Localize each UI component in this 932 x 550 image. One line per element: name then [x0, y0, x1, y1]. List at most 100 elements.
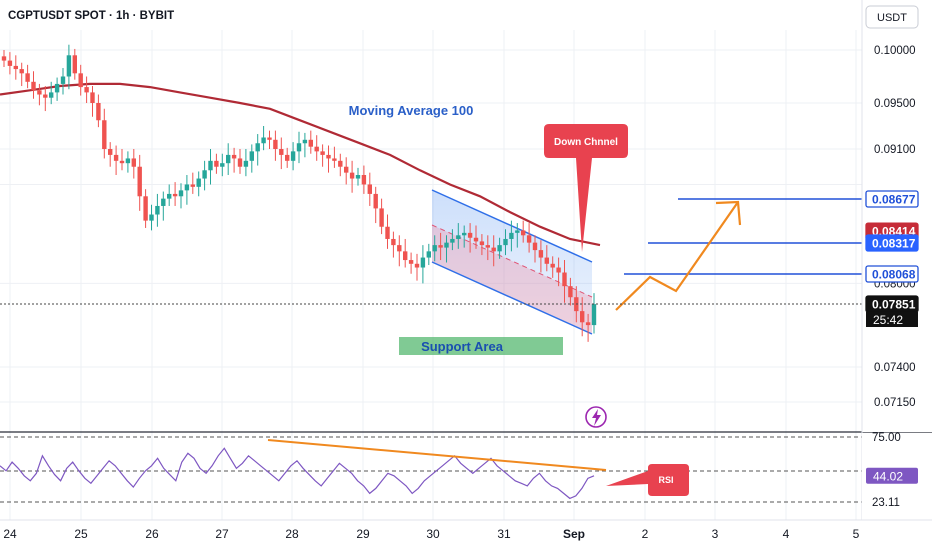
candle-body — [237, 158, 243, 167]
candle-body — [19, 69, 24, 74]
rsi-trendline — [267, 439, 607, 471]
candle-body — [190, 184, 195, 187]
candle-body — [285, 154, 290, 161]
candle-body — [450, 238, 455, 243]
price-tick-label: 0.07400 — [874, 362, 916, 374]
candle-body — [66, 55, 72, 77]
countdown-box — [866, 312, 918, 327]
price-tick-label: 0.07150 — [874, 397, 916, 409]
time-tick-label: 3 — [712, 527, 719, 541]
candle-body — [580, 311, 585, 323]
time-tick-label: 28 — [285, 527, 299, 541]
candle-body — [161, 198, 166, 206]
rsi-line — [0, 447, 595, 500]
candle-body — [515, 230, 520, 233]
rsi-callout-text: RSI — [658, 475, 673, 485]
candle-body — [479, 241, 485, 246]
candle-body — [155, 205, 160, 215]
candle-body — [521, 230, 526, 236]
price-label-box — [865, 190, 919, 208]
candle-body — [279, 149, 284, 155]
currency-button-label[interactable]: USDT — [877, 12, 907, 24]
candle-body — [550, 263, 555, 268]
candle-body — [125, 158, 131, 164]
candle-body — [261, 137, 266, 144]
candle-body — [408, 260, 414, 264]
candle-body — [338, 160, 343, 167]
price-tick-label: 0.10000 — [874, 45, 916, 57]
down-channel-lower-fill — [432, 225, 592, 334]
candle-body — [320, 151, 325, 155]
grid — [0, 30, 862, 520]
candle-body — [226, 154, 231, 164]
time-tick-label: 4 — [783, 527, 790, 541]
down-channel — [431, 189, 593, 335]
candle-body — [231, 154, 237, 159]
candle-body — [196, 178, 201, 187]
candle-body — [397, 245, 402, 252]
candle-body — [255, 143, 260, 152]
target-lines — [624, 198, 862, 275]
candle-body — [314, 146, 319, 152]
candle-body — [344, 166, 349, 173]
candle-body — [119, 160, 125, 164]
time-tick-label: 26 — [145, 527, 159, 541]
down-channel-callout: Down Chnnel — [544, 124, 628, 252]
candle-body — [25, 73, 30, 82]
down-channel-callout-text: Down Chnnel — [554, 137, 618, 148]
candle-body — [43, 94, 48, 98]
candle-body — [326, 154, 331, 159]
time-tick-label: 31 — [497, 527, 511, 541]
candle-body — [137, 166, 142, 197]
candle-body — [178, 190, 184, 197]
candle-body — [349, 172, 355, 179]
candle-body — [379, 208, 384, 227]
candle-body — [485, 245, 490, 248]
support-area-box — [399, 337, 563, 355]
candle-body — [473, 237, 479, 242]
candle-body — [414, 263, 420, 268]
moving-average-line — [0, 82, 601, 247]
price-label-text: 0.08068 — [872, 268, 916, 282]
candle-body — [391, 238, 396, 246]
candle-body — [462, 232, 467, 236]
candle-body — [60, 76, 66, 84]
candle-body — [456, 235, 461, 239]
candle-body — [296, 143, 302, 152]
candle-body — [202, 170, 207, 179]
projection-arrowhead — [715, 200, 742, 226]
candle-body — [591, 304, 597, 326]
candle-body — [172, 193, 178, 197]
candle-body — [562, 272, 567, 287]
candle-body — [544, 257, 549, 264]
time-tick-label: 29 — [356, 527, 370, 541]
candle-body — [249, 151, 254, 161]
candle-body — [361, 175, 367, 185]
rsi-level-label: 23.11 — [872, 497, 900, 509]
candle-body — [267, 137, 272, 140]
candle-body — [432, 245, 437, 252]
price-axis-bg — [862, 0, 932, 432]
candle-body — [526, 235, 532, 243]
down-channel-callout-bubble — [544, 124, 628, 252]
candle-body — [102, 120, 107, 149]
candle-body — [491, 247, 496, 252]
price-tick-label: 0.09500 — [874, 98, 916, 110]
time-axis[interactable]: 24 25 26 27 28 29 30 31 Sep 2 3 4 5 — [0, 519, 932, 550]
lightning-icon[interactable] — [585, 406, 607, 428]
candle-body — [509, 232, 514, 239]
candle-body — [184, 184, 190, 191]
candle-body — [31, 81, 36, 91]
currency-button[interactable]: USDT — [865, 5, 919, 29]
candle-body — [426, 251, 431, 258]
rsi-callout-bubble — [606, 464, 689, 496]
down-channel-upper-fill — [432, 190, 592, 334]
candle-body — [1, 56, 7, 61]
candle-body — [538, 250, 544, 258]
candle-body — [208, 160, 213, 171]
candle-body — [96, 103, 101, 121]
candle-body — [497, 245, 502, 252]
candle-body — [149, 214, 154, 221]
candle-body — [290, 151, 296, 161]
